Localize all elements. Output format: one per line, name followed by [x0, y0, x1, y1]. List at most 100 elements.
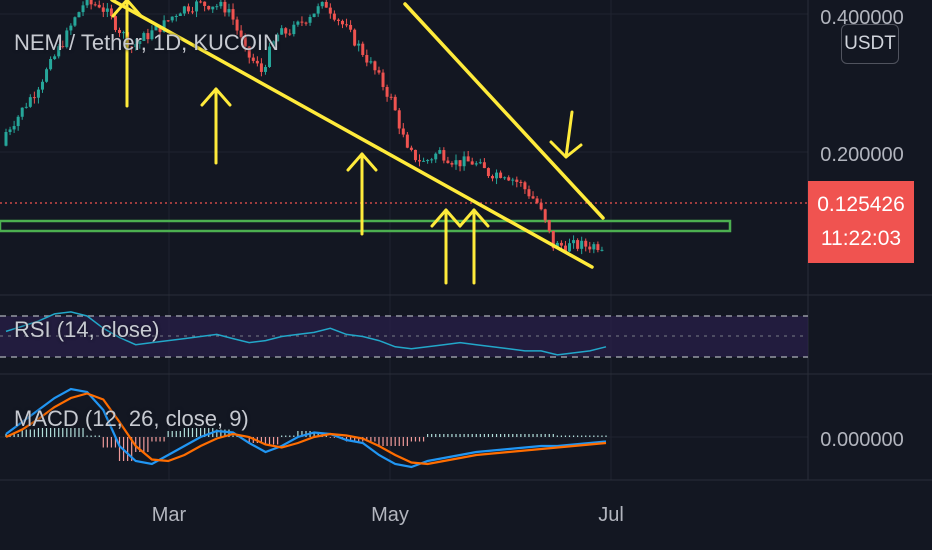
macd-histogram-bar	[179, 431, 181, 437]
up-arrow-annotation[interactable]	[430, 208, 462, 285]
macd-histogram-bar	[220, 429, 222, 437]
candle-body	[397, 110, 401, 129]
macd-histogram-bar	[29, 429, 31, 437]
candle-body	[81, 5, 85, 13]
up-arrow-annotation[interactable]	[346, 152, 378, 236]
candle-body	[239, 30, 243, 38]
macd-histogram-bar	[293, 435, 295, 437]
candle-body	[61, 46, 65, 48]
up-arrow-annotation[interactable]	[458, 208, 490, 285]
falling-resistance-line[interactable]	[403, 2, 605, 220]
macd-histogram-bar	[358, 437, 360, 442]
macd-histogram-bar	[499, 434, 502, 437]
macd-histogram-bar	[131, 437, 133, 461]
macd-histogram-bar	[264, 437, 267, 445]
candle-body	[284, 28, 288, 34]
candle-body	[40, 81, 44, 90]
candle-body	[8, 129, 12, 133]
macd-histogram-bar	[568, 435, 571, 437]
candle-body	[580, 240, 584, 249]
candle-body	[385, 86, 389, 97]
macd-histogram-bar	[398, 437, 400, 446]
macd-histogram-bar	[495, 434, 498, 437]
candle-body	[134, 43, 138, 48]
macd-histogram-bar	[155, 437, 157, 442]
macd-histogram-bar	[349, 437, 352, 442]
candle-body	[462, 156, 466, 167]
macd-histogram-bar	[540, 434, 542, 437]
macd-histogram-bar	[467, 434, 469, 437]
arrow-annotations[interactable]	[111, 0, 583, 285]
price-tick-label: 0.200000	[820, 144, 903, 166]
candle-body	[405, 134, 409, 148]
candle-body	[430, 159, 434, 161]
rsi-legend[interactable]: RSI (14, close)	[14, 317, 160, 342]
macd-histogram-bar	[82, 428, 84, 437]
macd-histogram-bar	[520, 434, 522, 437]
macd-histogram-bar	[431, 434, 433, 437]
symbol-legend[interactable]: NEM / Tether, 1D, KUCOIN	[14, 30, 279, 55]
macd-histogram-bar	[195, 428, 198, 437]
candle-body	[535, 198, 539, 203]
currency-selector[interactable]: USDT	[841, 24, 899, 64]
down-arrow-annotation[interactable]	[549, 110, 583, 159]
candle-body	[207, 5, 211, 10]
candle-body	[150, 30, 154, 40]
macd-histogram-bar	[544, 434, 546, 437]
candle-body	[259, 63, 263, 72]
trendlines[interactable]	[110, 0, 605, 269]
macd-histogram-bar	[187, 428, 190, 437]
up-arrow-annotation[interactable]	[111, 0, 143, 108]
candle-body	[308, 17, 312, 23]
macd-histogram-bar	[605, 435, 607, 437]
macd-histogram-bar	[33, 429, 35, 437]
candle-body	[357, 43, 361, 46]
candle-body	[138, 40, 142, 44]
candle-body	[93, 4, 97, 6]
macd-histogram-bar	[577, 435, 579, 437]
macd-histogram-bar	[475, 434, 477, 437]
macd-histogram-bar	[232, 435, 234, 437]
macd-histogram-bar	[516, 434, 518, 437]
candle-body	[466, 156, 470, 162]
candle-body	[20, 107, 24, 117]
up-arrow-annotation[interactable]	[200, 87, 232, 165]
candle-body	[89, 0, 93, 5]
macd-histogram-bar	[508, 434, 510, 437]
candle-body	[113, 16, 117, 30]
candle-body	[255, 60, 259, 64]
macd-histogram-bar	[374, 437, 376, 442]
candle-body	[539, 202, 543, 210]
macd-histogram-bar	[228, 429, 230, 437]
macd-histogram-bar	[70, 428, 72, 437]
candle-body	[304, 22, 308, 24]
descending-trendline[interactable]	[110, 0, 594, 269]
macd-histogram-bar	[272, 437, 275, 445]
candle-body	[543, 209, 547, 221]
macd-histogram-bar	[248, 437, 250, 443]
macd-legend[interactable]: MACD (12, 26, close, 9)	[14, 406, 249, 431]
macd-histogram-bar	[143, 437, 145, 452]
support-zone[interactable]	[0, 219, 732, 233]
bar-countdown: 11:22:03	[820, 227, 902, 250]
macd-histogram-bar	[277, 437, 279, 445]
macd-histogram-bar	[78, 428, 80, 437]
candle-body	[288, 33, 292, 35]
candle-body	[170, 16, 174, 21]
macd-histogram-bar	[74, 428, 76, 437]
candle-body	[588, 246, 592, 250]
macd-histogram-bar	[139, 437, 141, 452]
macd-histogram-bar	[386, 437, 388, 446]
candle-body	[547, 220, 551, 231]
macd-histogram-bar	[491, 434, 494, 437]
candle-body	[507, 177, 511, 181]
candle-body	[97, 4, 101, 8]
candle-body	[381, 72, 385, 87]
candle-body	[16, 116, 20, 127]
macd-histogram-bar	[524, 434, 526, 437]
macd-histogram-bar	[106, 437, 108, 448]
candle-body	[474, 163, 478, 165]
macd-histogram-bar	[552, 434, 554, 437]
candle-body	[292, 24, 296, 35]
